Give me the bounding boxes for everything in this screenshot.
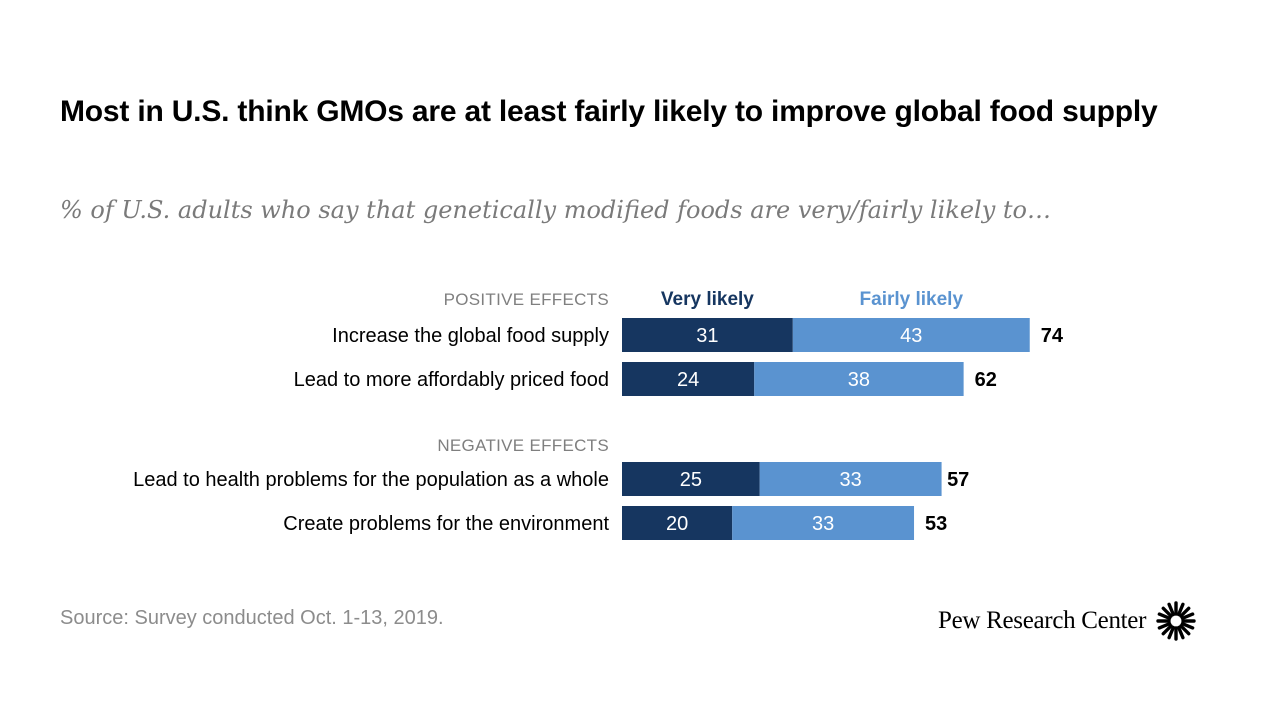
total-label: 53 [925,513,947,535]
pew-logo: Pew Research Center [938,600,1196,642]
value-label-fairly: 38 [848,369,870,391]
bar-fairly-likely [754,362,964,396]
logo-text: Pew Research Center [938,607,1147,634]
value-label-very: 24 [677,369,699,391]
sunburst-ray [1180,621,1195,630]
bar-fairly-likely [759,462,942,496]
group-header: POSITIVE EFFECTS [444,290,609,309]
sunburst-ray [1157,612,1172,621]
total-label: 74 [1041,325,1064,347]
row-label: Lead to more affordably priced food [294,369,609,391]
chart-subtitle: % of U.S. adults who say that geneticall… [60,196,1051,224]
sunburst-ray [1161,606,1173,618]
value-label-very: 20 [666,513,688,535]
value-label-very: 31 [696,325,718,347]
legend-fairly-likely: Fairly likely [860,289,964,310]
bar-very-likely [622,462,760,496]
chart-title: Most in U.S. think GMOs are at least fai… [60,95,1158,128]
sunburst-ray [1161,624,1173,636]
value-label-fairly: 33 [840,469,862,491]
group-header: NEGATIVE EFFECTS [437,436,609,455]
bar-very-likely [622,506,733,540]
sunburst-ray [1157,621,1172,630]
sunburst-ray [1180,612,1195,621]
pew-sunburst-icon [1156,601,1196,641]
total-label: 62 [975,369,997,391]
sunburst-ray [1177,625,1185,640]
bar-fairly-likely [792,318,1030,352]
value-label-very: 25 [680,469,702,491]
sunburst-ray [1167,602,1176,617]
value-label-fairly: 33 [812,513,834,535]
row-label: Create problems for the environment [283,513,609,535]
sunburst-ray [1179,624,1191,636]
row-label: Lead to health problems for the populati… [133,469,609,491]
source-note: Source: Survey conducted Oct. 1-13, 2019… [60,607,444,629]
bar-fairly-likely [732,506,915,540]
bar-very-likely [622,362,755,396]
bar-very-likely [622,318,793,352]
sunburst-ray [1179,606,1191,618]
legend-very-likely: Very likely [661,289,754,310]
sunburst-ray [1167,625,1176,640]
row-label: Increase the global food supply [332,325,609,347]
total-label: 57 [947,469,969,491]
sunburst-ray [1177,602,1185,617]
value-label-fairly: 43 [900,325,922,347]
